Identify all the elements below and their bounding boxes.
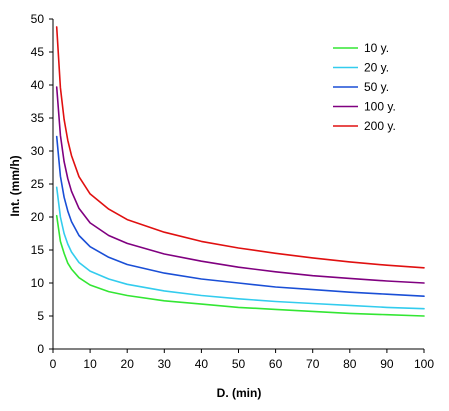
x-tick-label: 0 bbox=[50, 357, 57, 371]
x-tick-label: 30 bbox=[158, 357, 172, 371]
x-tick-label: 20 bbox=[121, 357, 135, 371]
legend-label: 100 y. bbox=[364, 100, 396, 114]
legend-entry: 10 y. bbox=[333, 41, 389, 55]
x-tick-label: 10 bbox=[83, 357, 97, 371]
series-line-100-y bbox=[55, 86, 425, 284]
y-tick-label: 40 bbox=[31, 78, 45, 92]
y-tick-label: 50 bbox=[31, 12, 45, 26]
legend-entry: 200 y. bbox=[333, 119, 396, 133]
x-axis-title: D. (min) bbox=[217, 386, 262, 400]
legend-label: 50 y. bbox=[364, 80, 389, 94]
series-line-10-y bbox=[55, 214, 425, 317]
x-tick-label: 70 bbox=[306, 357, 320, 371]
legend-label: 200 y. bbox=[364, 119, 396, 133]
y-tick-label: 15 bbox=[31, 243, 45, 257]
x-tick-label: 50 bbox=[232, 357, 246, 371]
y-tick-label: 25 bbox=[31, 177, 45, 191]
series-line-20-y bbox=[55, 186, 425, 310]
legend-label: 20 y. bbox=[364, 61, 389, 75]
y-tick-label: 35 bbox=[31, 111, 45, 125]
y-tick-label: 5 bbox=[37, 309, 44, 323]
series-line-50-y bbox=[55, 135, 425, 298]
legend-entry: 20 y. bbox=[333, 61, 389, 75]
y-tick-label: 30 bbox=[31, 144, 45, 158]
legend-entry: 50 y. bbox=[333, 80, 389, 94]
x-tick-label: 80 bbox=[343, 357, 357, 371]
series-line-200-y bbox=[55, 26, 425, 269]
y-axis-title: Int. (mm/h) bbox=[8, 155, 22, 216]
y-tick-label: 20 bbox=[31, 210, 45, 224]
legend-label: 10 y. bbox=[364, 41, 389, 55]
y-tick-label: 45 bbox=[31, 45, 45, 59]
legend-entry: 100 y. bbox=[333, 100, 396, 114]
y-tick-label: 10 bbox=[31, 276, 45, 290]
x-tick-label: 100 bbox=[414, 357, 434, 371]
x-tick-label: 40 bbox=[195, 357, 209, 371]
y-tick-label: 0 bbox=[37, 342, 44, 356]
x-tick-label: 90 bbox=[380, 357, 394, 371]
x-tick-label: 60 bbox=[269, 357, 283, 371]
